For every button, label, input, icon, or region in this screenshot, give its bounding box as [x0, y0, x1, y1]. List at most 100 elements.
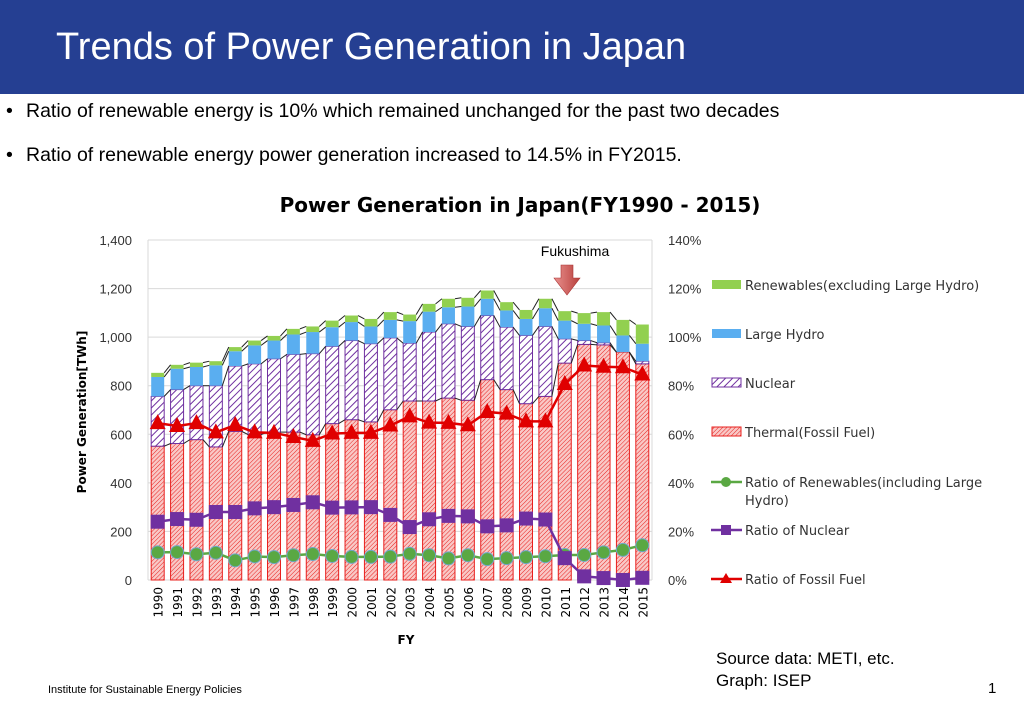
legend-swatch	[711, 426, 742, 437]
x-tick-label: 1993	[210, 587, 224, 618]
legend-circle-icon	[721, 477, 731, 487]
marker-square-1990	[150, 514, 165, 529]
marker-circle-2007	[480, 552, 495, 567]
stack-connector	[280, 334, 288, 341]
bar-nuclear-2013	[596, 342, 611, 346]
marker-square-2010	[538, 512, 553, 527]
marker-square-2001	[363, 500, 378, 515]
marker-circle-2000	[344, 549, 359, 564]
stack-connector	[609, 342, 617, 353]
x-tick-label: 1991	[171, 587, 185, 618]
bar-renewables-excluding-large-hydro--2000	[345, 315, 359, 323]
legend-label: Renewables(excluding Large Hydro)	[745, 279, 979, 294]
marker-triangle-1996	[266, 423, 282, 439]
stack-connector	[221, 431, 230, 448]
stack-connector	[473, 290, 482, 299]
stack-connector	[532, 396, 540, 405]
x-tick-label: 1994	[229, 587, 243, 618]
y2-tick-label: 100%	[668, 330, 702, 345]
bar-renewables-excluding-large-hydro--1990	[151, 372, 165, 377]
marker-square-2009	[519, 511, 533, 526]
marker-triangle-2004	[421, 413, 438, 429]
marker-square-2005	[441, 508, 456, 523]
bar-nuclear-2011	[557, 338, 572, 364]
marker-square-2006	[460, 509, 475, 524]
legend-swatch	[712, 329, 741, 338]
stack-connector	[299, 431, 307, 436]
bar-nuclear-2012	[577, 340, 592, 345]
bar-large-hydro-2014	[616, 335, 630, 353]
stack-connector	[609, 325, 617, 336]
stack-connector	[260, 358, 268, 365]
stack-connector	[280, 353, 288, 360]
stack-connector	[493, 315, 501, 328]
bar-nuclear-1992	[189, 385, 204, 441]
marker-triangle-1997	[285, 427, 302, 443]
y-axis-ticks: 0 200 400 600 800 1,000 1,200 1,400	[99, 233, 132, 588]
graph-credit: Graph: ISEP	[716, 671, 812, 690]
bar-nuclear-1997	[286, 353, 301, 433]
bar-large-hydro-2003	[403, 321, 417, 344]
marker-circle-2010	[538, 549, 553, 564]
bar-large-hydro-2013	[597, 325, 611, 343]
bar-renewables-excluding-large-hydro--2004	[422, 303, 436, 312]
x-tick-label: 2002	[384, 587, 398, 618]
y-tick-label: 800	[110, 379, 132, 394]
bar-renewables-excluding-large-hydro--1996	[267, 335, 281, 341]
legend-triangle-icon	[720, 573, 732, 583]
marker-square-2002	[383, 507, 398, 522]
bar-nuclear-2008	[499, 326, 514, 391]
y2-tick-label: 120%	[668, 282, 702, 297]
x-tick-label: 1992	[190, 587, 204, 618]
stack-connector	[454, 297, 462, 300]
x-tick-label: 2005	[442, 587, 456, 618]
marker-circle-1994	[228, 553, 243, 568]
marker-square-1992	[189, 512, 204, 527]
x-tick-label: 1996	[268, 587, 282, 618]
bar-large-hydro-2009	[519, 318, 533, 336]
stack-connector	[202, 360, 210, 364]
marker-circle-1997	[286, 548, 301, 563]
marker-square-1991	[170, 512, 185, 527]
x-tick-label: 2003	[404, 587, 418, 618]
marker-square-1999	[325, 500, 340, 515]
marker-circle-2015	[635, 538, 650, 553]
marker-triangle-2009	[518, 412, 534, 428]
x-tick-label: 1995	[249, 587, 263, 618]
marker-triangle-2015	[634, 365, 651, 381]
stack-connector	[571, 310, 578, 314]
marker-triangle-1991	[169, 417, 186, 433]
marker-square-2014	[615, 573, 630, 587]
y2-tick-label: 20%	[668, 524, 694, 539]
bar-renewables-excluding-large-hydro--2013	[597, 312, 611, 326]
bar-thermal-fossil-fuel--1990	[150, 445, 165, 581]
marker-circle-1995	[247, 549, 262, 564]
bar-large-hydro-2005	[441, 307, 455, 324]
stack-connector	[163, 364, 171, 374]
marker-circle-1996	[267, 550, 281, 565]
stack-connector	[377, 311, 385, 320]
stack-connector	[435, 306, 443, 313]
marker-square-1995	[247, 501, 262, 516]
bullet-item: • Ratio of renewable energy power generat…	[6, 144, 682, 167]
stack-connector	[163, 389, 171, 397]
x-tick-label: 2000	[346, 587, 360, 618]
bar-renewables-excluding-large-hydro--2006	[461, 297, 475, 307]
legend-swatch	[711, 377, 742, 388]
marker-circle-1998	[305, 547, 320, 562]
marker-square-2013	[596, 571, 611, 586]
bar-nuclear-2001	[363, 343, 378, 423]
stack-connector	[473, 315, 482, 327]
bar-renewables-excluding-large-hydro--2007	[480, 290, 494, 299]
bar-large-hydro-2000	[345, 322, 359, 341]
marker-square-1998	[305, 495, 320, 510]
marker-triangle-2001	[362, 423, 379, 439]
bar-large-hydro-2001	[364, 326, 378, 344]
stack-connector	[357, 315, 365, 320]
bar-nuclear-1991	[170, 389, 185, 445]
bullet-text: Ratio of renewable energy power generati…	[26, 144, 682, 166]
bar-large-hydro-2010	[538, 308, 552, 327]
bar-large-hydro-2006	[461, 306, 475, 327]
stack-connector	[260, 340, 268, 346]
stack-connector	[163, 443, 171, 447]
